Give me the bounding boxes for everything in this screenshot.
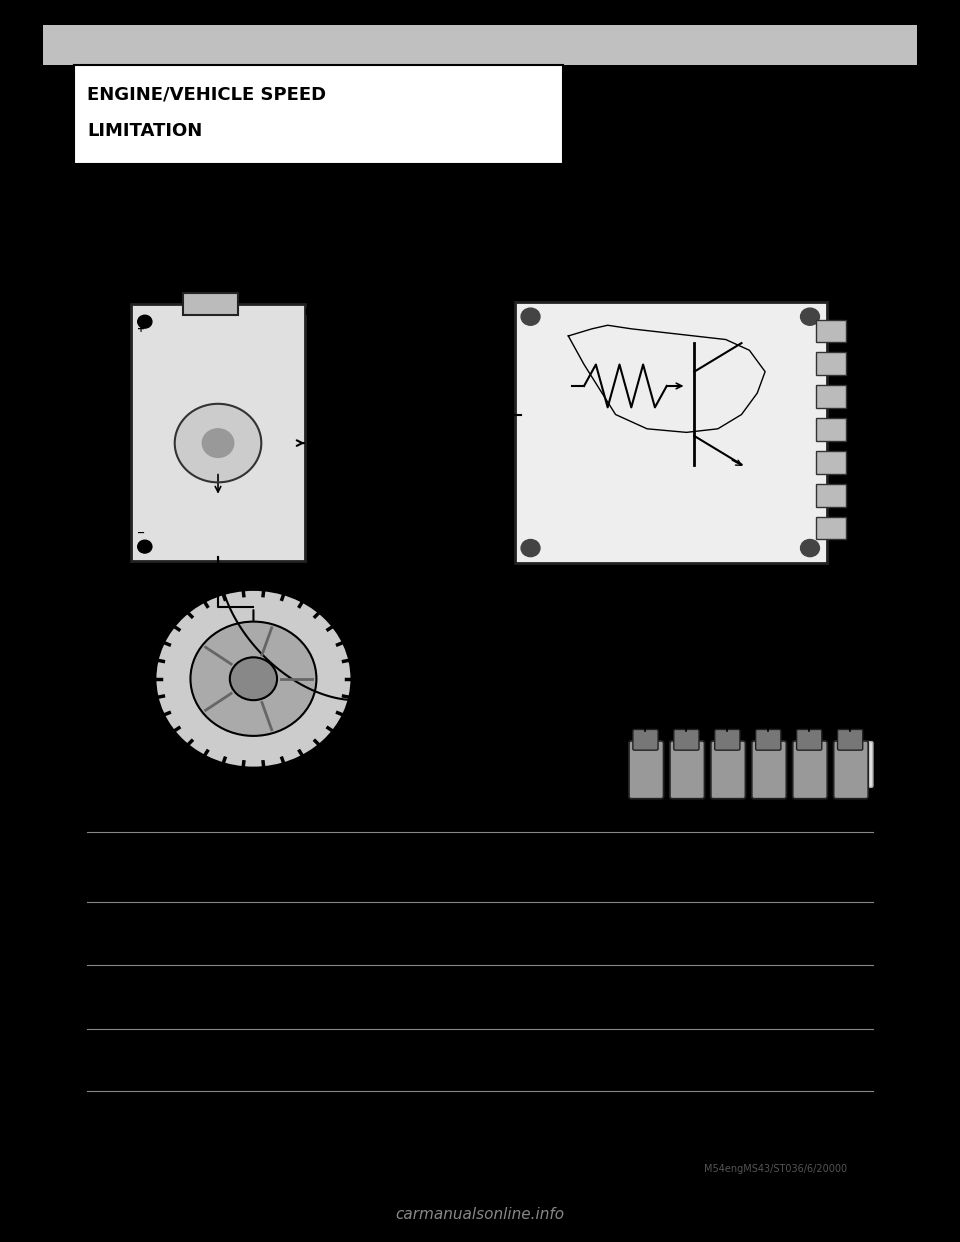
Text: allowing  a  smoother  limitation  transition.  This  prevents  over-rev  when  : allowing a smoother limitation transitio… <box>86 206 695 219</box>
FancyBboxPatch shape <box>837 729 863 750</box>
FancyBboxPatch shape <box>816 517 846 539</box>
Circle shape <box>137 315 152 328</box>
Text: MS 43.0: MS 43.0 <box>426 271 471 281</box>
Text: ENGINE: ENGINE <box>100 617 139 627</box>
Circle shape <box>155 590 352 768</box>
Circle shape <box>137 540 152 553</box>
FancyBboxPatch shape <box>633 729 658 750</box>
Circle shape <box>521 308 540 325</box>
FancyBboxPatch shape <box>43 25 917 66</box>
Text: VEHICLE: VEHICLE <box>310 416 354 427</box>
FancyBboxPatch shape <box>816 419 846 441</box>
Text: MODULE: MODULE <box>313 333 357 343</box>
Text: SIGNAL: SIGNAL <box>310 462 348 472</box>
Circle shape <box>175 404 261 482</box>
FancyBboxPatch shape <box>756 729 780 750</box>
Text: −: − <box>137 528 145 538</box>
Text: ENGINE/VEHICLE SPEED: ENGINE/VEHICLE SPEED <box>86 86 326 103</box>
FancyBboxPatch shape <box>797 729 822 750</box>
FancyBboxPatch shape <box>674 729 699 750</box>
Text: +: + <box>137 324 145 334</box>
FancyBboxPatch shape <box>629 741 663 799</box>
FancyBboxPatch shape <box>816 319 846 343</box>
FancyBboxPatch shape <box>515 302 827 563</box>
Circle shape <box>801 539 820 556</box>
Text: carmanualsonline.info: carmanualsonline.info <box>396 1207 564 1222</box>
Circle shape <box>521 539 540 556</box>
FancyBboxPatch shape <box>816 484 846 507</box>
Text: For engine/vehicle speed limitation, the ECM will deactivate injection for indiv: For engine/vehicle speed limitation, the… <box>86 174 670 186</box>
FancyBboxPatch shape <box>816 451 846 473</box>
FancyBboxPatch shape <box>833 741 868 799</box>
Text: SPEED: SPEED <box>100 638 133 648</box>
Text: CONTROL: CONTROL <box>313 309 363 319</box>
Text: LIMITATION: LIMITATION <box>86 123 203 140</box>
FancyBboxPatch shape <box>816 385 846 409</box>
Text: SIGNAL: SIGNAL <box>100 660 138 669</box>
FancyBboxPatch shape <box>816 353 846 375</box>
Circle shape <box>190 621 317 735</box>
Text: SPEED: SPEED <box>310 440 344 450</box>
FancyBboxPatch shape <box>670 741 705 799</box>
FancyBboxPatch shape <box>710 741 745 799</box>
FancyBboxPatch shape <box>846 741 873 787</box>
Text: maximum RPM (under acceleration), and limits top vehicle speed (approx. 128 mph): maximum RPM (under acceleration), and li… <box>86 238 622 252</box>
Text: DSC: DSC <box>310 271 333 281</box>
Text: CONTROL: CONTROL <box>426 296 477 306</box>
FancyBboxPatch shape <box>793 741 828 799</box>
Circle shape <box>801 308 820 325</box>
FancyBboxPatch shape <box>74 66 563 164</box>
Text: 39: 39 <box>822 1135 847 1154</box>
FancyBboxPatch shape <box>715 729 740 750</box>
FancyBboxPatch shape <box>182 293 238 314</box>
Circle shape <box>229 657 277 700</box>
Text: M54engMS43/ST036/6/20000: M54engMS43/ST036/6/20000 <box>704 1165 847 1175</box>
Text: MODULE: MODULE <box>426 319 475 329</box>
FancyBboxPatch shape <box>752 741 786 799</box>
Circle shape <box>203 428 234 457</box>
FancyBboxPatch shape <box>132 304 304 561</box>
